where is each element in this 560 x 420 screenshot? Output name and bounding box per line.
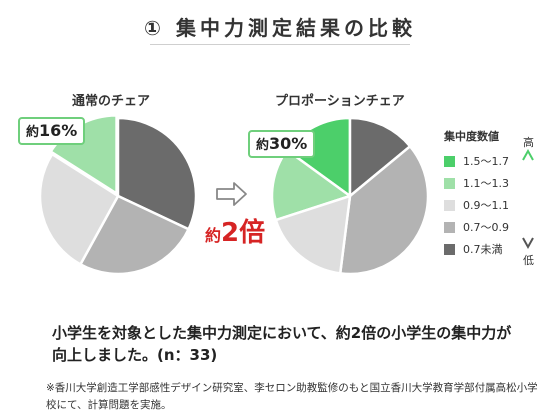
pie-chart-standard-chair <box>38 114 198 276</box>
legend-swatch <box>444 199 455 211</box>
scale-high-label: 高 <box>523 136 534 149</box>
ratio-value: 2倍 <box>221 218 266 248</box>
legend-label: 1.5〜1.7 <box>463 155 509 168</box>
ratio-prefix: 約 <box>205 226 222 245</box>
pie-slice-5 <box>348 116 412 199</box>
pie-slice-4 <box>338 144 430 276</box>
legend-swatch <box>444 243 455 255</box>
pie-slice-3 <box>38 152 120 267</box>
left-callout-prefix: 約 <box>26 125 40 140</box>
legend-label: 0.7〜0.9 <box>463 221 509 234</box>
legend-item: 0.7〜0.9 <box>444 216 509 238</box>
footnote: ※香川大学創造工学部感性デザイン研究室、李セロン助教監修のもと国立香川大学教育学… <box>46 382 538 411</box>
legend: 1.5〜1.7 1.1〜1.3 0.9〜1.1 0.7〜0.9 0.7未満 <box>444 150 509 260</box>
pie-slice-3 <box>274 194 352 275</box>
left-callout-value: 16% <box>39 121 78 140</box>
right-chart-label: プロポーションチェア <box>275 94 405 109</box>
right-arrow-icon <box>216 182 247 206</box>
legend-swatch <box>444 221 455 233</box>
legend-item: 1.1〜1.3 <box>444 172 509 194</box>
scale-low-label: 低 <box>523 254 534 267</box>
legend-label: 0.9〜1.1 <box>463 199 509 212</box>
legend-item: 0.9〜1.1 <box>444 194 509 216</box>
legend-swatch <box>444 155 455 167</box>
right-percentage-callout: 約30% <box>248 130 316 158</box>
legend-item: 1.5〜1.7 <box>444 150 509 172</box>
right-callout-value: 30% <box>269 134 308 153</box>
pie-slice-5 <box>116 116 198 231</box>
title-divider <box>150 44 410 45</box>
legend-item: 0.7未満 <box>444 238 509 260</box>
comparison-ratio: 約2倍 <box>205 220 265 246</box>
result-description: 小学生を対象とした集中力測定において、約2倍の小学生の集中力が向上しました。(n… <box>52 324 512 364</box>
legend-label: 1.1〜1.3 <box>463 177 509 190</box>
legend-title: 集中度数値 <box>444 130 499 143</box>
scale-arrow-icon <box>522 148 534 250</box>
right-callout-prefix: 約 <box>256 138 270 153</box>
left-percentage-callout: 約16% <box>18 117 86 145</box>
page-title: ① 集中力測定結果の比較 <box>144 16 416 40</box>
legend-label: 0.7未満 <box>463 243 503 256</box>
left-chart-label: 通常のチェア <box>72 94 151 109</box>
legend-swatch <box>444 177 455 189</box>
